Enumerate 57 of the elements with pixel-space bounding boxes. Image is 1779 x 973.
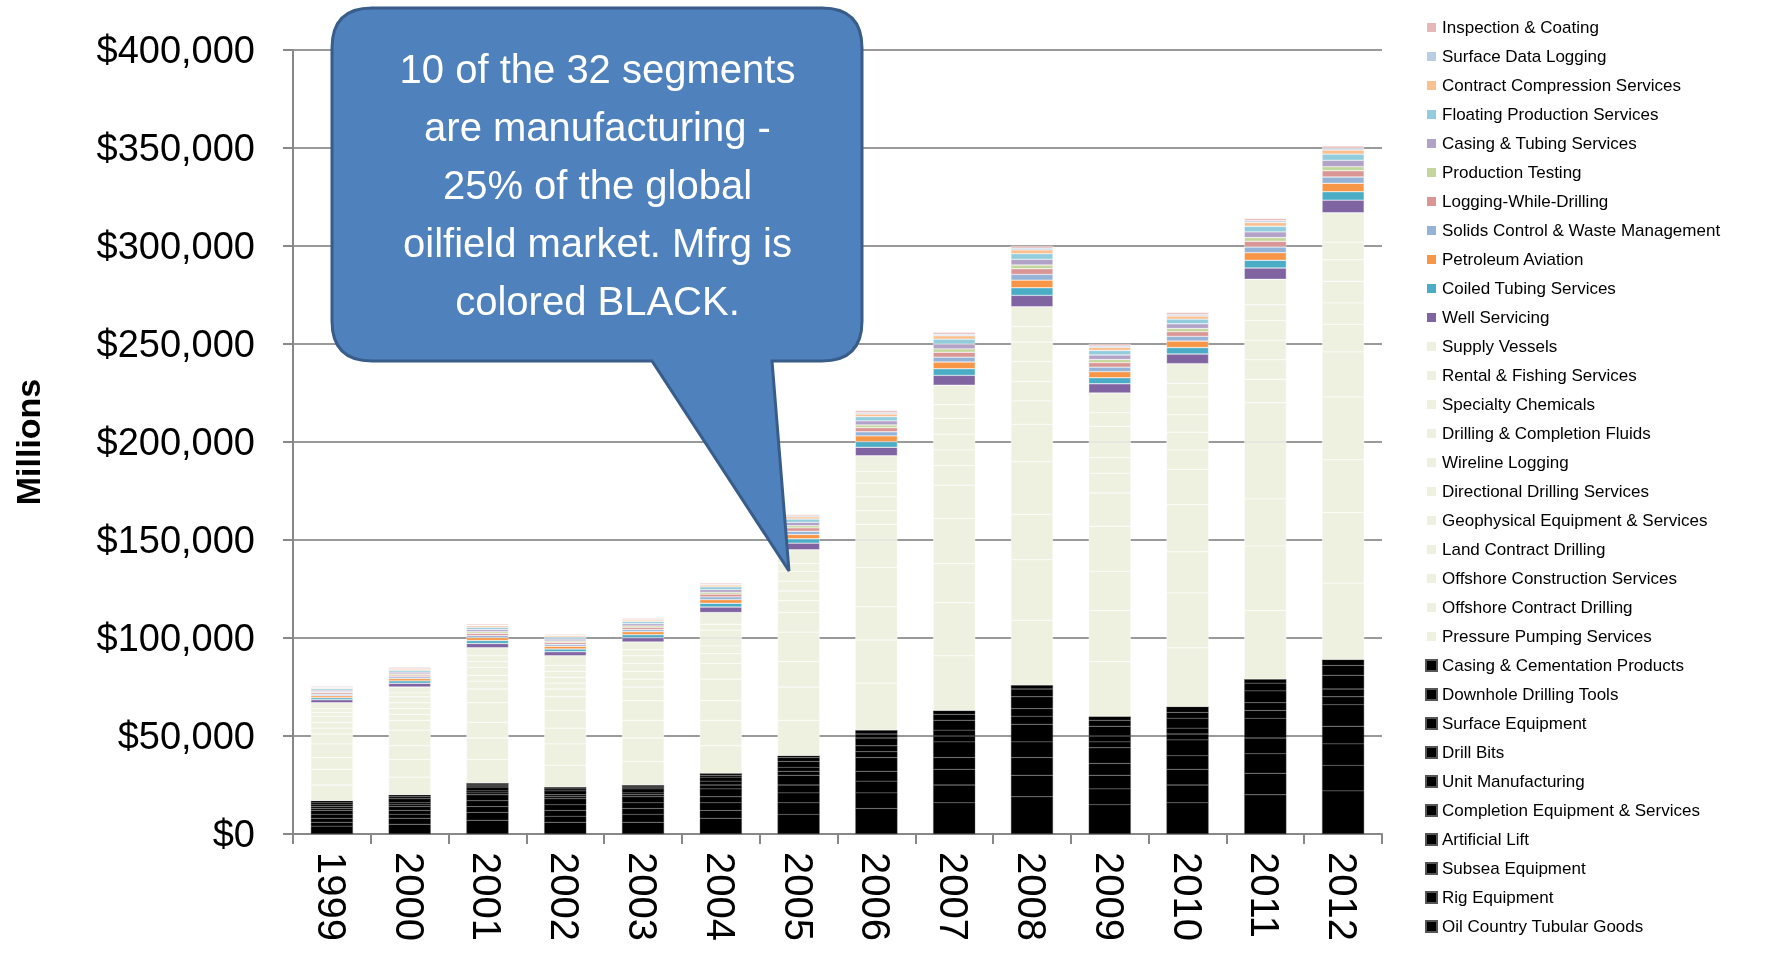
legend-label: Drill Bits [1442, 743, 1505, 762]
x-tick-label: 2011 [1243, 852, 1288, 939]
legend-label: Artificial Lift [1442, 830, 1530, 849]
y-tick-label: $200,000 [96, 421, 255, 463]
y-tick-label: $150,000 [96, 519, 255, 561]
legend-label: Well Servicing [1442, 308, 1550, 327]
legend-label: Surface Equipment [1442, 714, 1587, 733]
x-tick-label: 2007 [932, 852, 977, 941]
legend-label: Solids Control & Waste Management [1442, 221, 1721, 240]
x-tick-label: 2003 [621, 852, 666, 941]
x-tick-label: 2005 [776, 852, 821, 941]
x-tick-label: 2012 [1321, 852, 1366, 941]
legend-label: Surface Data Logging [1442, 47, 1607, 66]
legend-label: Subsea Equipment [1442, 859, 1586, 878]
x-tick-label: 2009 [1087, 852, 1132, 941]
x-tick-label: 2004 [698, 852, 743, 941]
x-tick-label: 1999 [309, 852, 354, 941]
y-tick-label: $300,000 [96, 225, 255, 267]
legend-label: Pressure Pumping Services [1442, 627, 1652, 646]
y-tick-label: $0 [212, 813, 255, 855]
legend-label: Inspection & Coating [1442, 18, 1599, 37]
legend-label: Casing & Tubing Services [1442, 134, 1637, 153]
legend-label: Floating Production Services [1442, 105, 1659, 124]
y-tick-label: $400,000 [96, 29, 255, 71]
x-tick-label: 2010 [1165, 852, 1210, 941]
legend-label: Land Contract Drilling [1442, 540, 1606, 559]
legend-label: Casing & Cementation Products [1442, 656, 1684, 675]
y-tick-label: $350,000 [96, 127, 255, 169]
legend-label: Oil Country Tubular Goods [1442, 917, 1644, 936]
legend-label: Directional Drilling Services [1442, 482, 1649, 501]
legend-label: Downhole Drilling Tools [1442, 685, 1619, 704]
legend-label: Unit Manufacturing [1442, 772, 1585, 791]
legend-label: Contract Compression Services [1442, 76, 1682, 95]
legend-label: Rig Equipment [1442, 888, 1554, 907]
legend-label: Specialty Chemicals [1442, 395, 1596, 414]
legend-label: Drilling & Completion Fluids [1442, 424, 1651, 443]
y-axis-title: Millions [9, 378, 47, 506]
legend-label: Supply Vessels [1442, 337, 1558, 356]
legend-label: Coiled Tubing Services [1442, 279, 1616, 298]
legend-label: Production Testing [1442, 163, 1582, 182]
legend-label: Logging-While-Drilling [1442, 192, 1609, 211]
y-tick-label: $50,000 [117, 715, 255, 757]
legend-label: Offshore Construction Services [1442, 569, 1677, 588]
legend-label: Geophysical Equipment & Services [1442, 511, 1708, 530]
legend-label: Petroleum Aviation [1442, 250, 1584, 269]
x-tick-label: 2006 [854, 852, 899, 941]
y-tick-label: $250,000 [96, 323, 255, 365]
y-tick-label: $100,000 [96, 617, 255, 659]
x-tick-label: 2002 [543, 852, 588, 941]
annotation: 10 of the 32 segments are manufacturing - 25% of the global oilfield market. Mfrg is colored BLACK. [398, 46, 797, 325]
legend-label: Rental & Fishing Services [1442, 366, 1637, 385]
x-tick-label: 2001 [465, 852, 510, 941]
legend-label: Completion Equipment & Services [1442, 801, 1700, 820]
x-tick-label: 2000 [387, 852, 432, 941]
legend-label: Wireline Logging [1442, 453, 1569, 472]
legend-label: Offshore Contract Drilling [1442, 598, 1633, 617]
x-tick-label: 2008 [1009, 852, 1054, 941]
